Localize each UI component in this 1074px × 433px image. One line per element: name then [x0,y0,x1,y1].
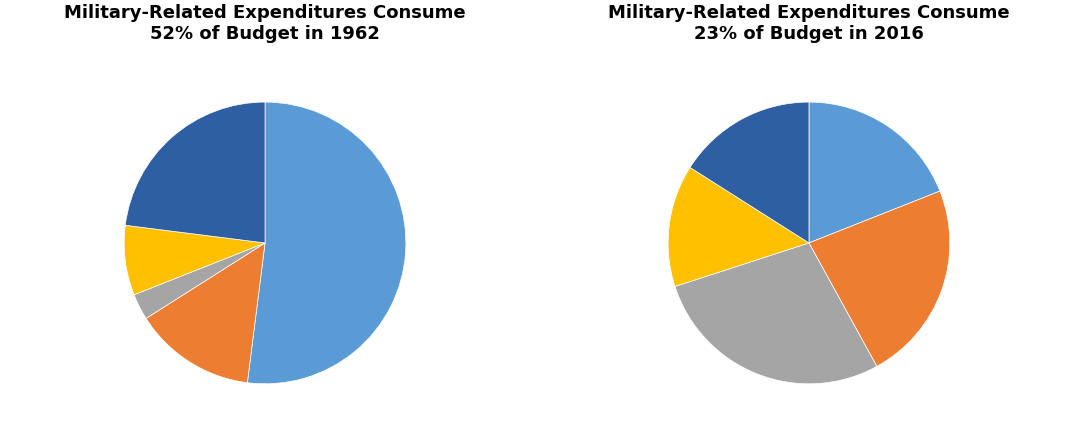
Wedge shape [146,243,265,383]
Wedge shape [674,243,876,384]
Wedge shape [809,102,940,243]
Wedge shape [809,191,949,366]
Title: Military-Related Expenditures Consume
52% of Budget in 1962: Military-Related Expenditures Consume 52… [64,4,466,43]
Wedge shape [126,102,265,243]
Wedge shape [668,168,809,287]
Wedge shape [247,102,406,384]
Wedge shape [134,243,265,318]
Wedge shape [690,102,809,243]
Title: Military-Related Expenditures Consume
23% of Budget in 2016: Military-Related Expenditures Consume 23… [608,4,1010,43]
Wedge shape [125,225,265,295]
